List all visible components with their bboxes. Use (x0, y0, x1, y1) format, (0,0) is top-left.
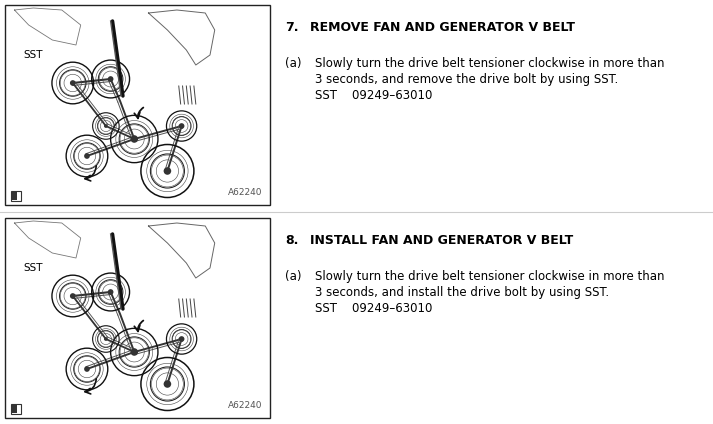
Circle shape (130, 348, 138, 356)
Text: (a): (a) (285, 270, 302, 283)
Text: (a): (a) (285, 57, 302, 70)
Circle shape (130, 135, 138, 143)
Text: Slowly turn the drive belt tensioner clockwise in more than: Slowly turn the drive belt tensioner clo… (315, 270, 665, 283)
Circle shape (84, 153, 90, 159)
Circle shape (108, 289, 113, 295)
Text: SST: SST (23, 263, 43, 273)
Text: INSTALL FAN AND GENERATOR V BELT: INSTALL FAN AND GENERATOR V BELT (310, 234, 573, 247)
Bar (5, 5, 270, 205)
Text: SST    09249–63010: SST 09249–63010 (315, 89, 432, 102)
Circle shape (179, 123, 185, 129)
Circle shape (104, 337, 108, 341)
Bar (12, 405, 17, 413)
Bar (11, 404, 21, 414)
Bar (12, 192, 17, 200)
Text: Slowly turn the drive belt tensioner clockwise in more than: Slowly turn the drive belt tensioner clo… (315, 57, 665, 70)
Circle shape (104, 124, 108, 128)
Circle shape (70, 293, 76, 299)
Text: A62240: A62240 (227, 188, 262, 197)
Bar (11, 191, 21, 201)
Text: SST    09249–63010: SST 09249–63010 (315, 302, 432, 315)
Bar (5, 218, 270, 418)
Text: 3 seconds, and install the drive bolt by using SST.: 3 seconds, and install the drive bolt by… (315, 286, 609, 299)
Circle shape (163, 380, 171, 388)
Text: 3 seconds, and remove the drive bolt by using SST.: 3 seconds, and remove the drive bolt by … (315, 73, 618, 86)
Circle shape (179, 336, 185, 342)
Text: A62240: A62240 (227, 401, 262, 410)
Polygon shape (14, 8, 81, 45)
Polygon shape (148, 223, 215, 278)
Circle shape (70, 80, 76, 86)
Text: 7.: 7. (285, 21, 299, 34)
Text: 8.: 8. (285, 234, 298, 247)
Polygon shape (14, 221, 81, 258)
Circle shape (163, 167, 171, 175)
Polygon shape (148, 10, 215, 65)
Text: REMOVE FAN AND GENERATOR V BELT: REMOVE FAN AND GENERATOR V BELT (310, 21, 575, 34)
Circle shape (84, 366, 90, 372)
Text: SST: SST (23, 50, 43, 60)
Circle shape (108, 76, 113, 82)
